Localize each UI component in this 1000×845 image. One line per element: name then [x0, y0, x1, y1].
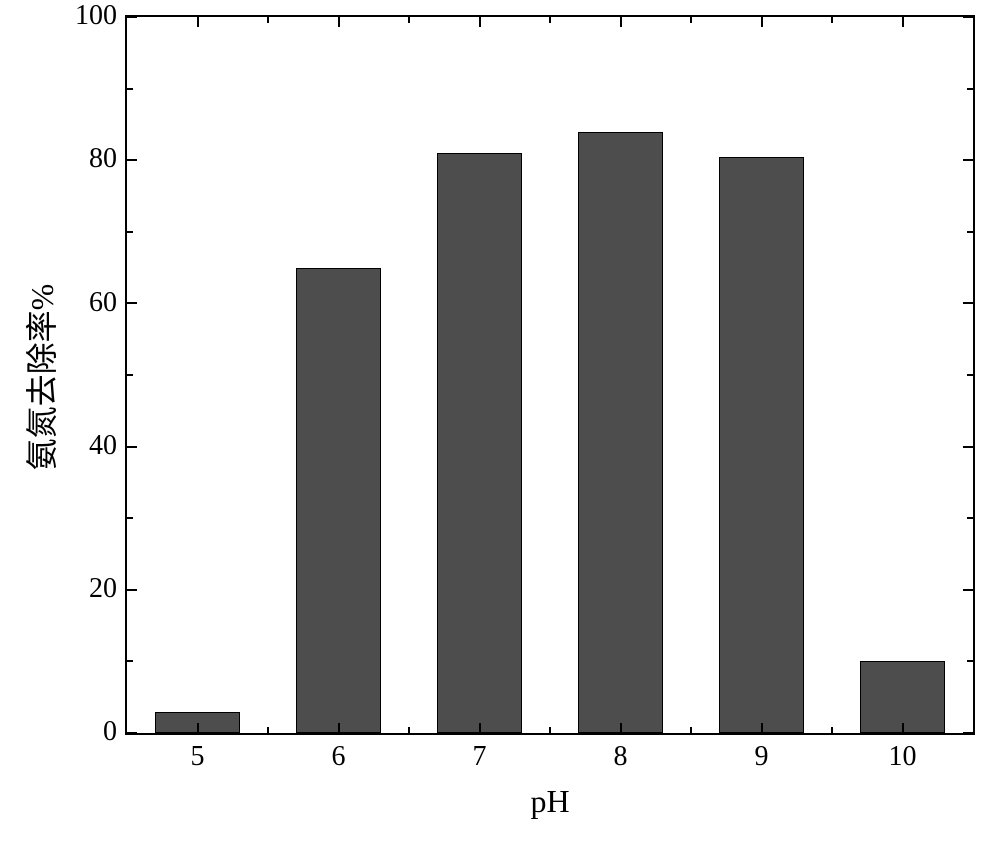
x-tick: [479, 17, 481, 27]
y-tick: [963, 446, 973, 448]
x-tick-label: 5: [168, 741, 228, 773]
y-minor-tick: [127, 517, 133, 519]
x-tick: [338, 723, 340, 733]
y-minor-tick: [967, 660, 973, 662]
y-tick-label: 20: [57, 573, 117, 605]
y-tick: [127, 732, 137, 734]
x-tick-label: 8: [591, 741, 651, 773]
y-tick-label: 100: [57, 0, 117, 32]
x-tick-label: 9: [732, 741, 792, 773]
y-tick-label: 80: [57, 143, 117, 175]
x-minor-tick: [408, 727, 410, 733]
x-tick: [338, 17, 340, 27]
x-minor-tick: [267, 17, 269, 23]
x-minor-tick: [831, 17, 833, 23]
bar: [719, 157, 804, 733]
x-tick-label: 7: [450, 741, 510, 773]
x-minor-tick: [267, 727, 269, 733]
x-tick: [479, 723, 481, 733]
y-minor-tick: [967, 231, 973, 233]
x-tick-label: 10: [873, 741, 933, 773]
y-tick: [963, 159, 973, 161]
y-minor-tick: [967, 88, 973, 90]
y-minor-tick: [967, 374, 973, 376]
y-tick: [963, 732, 973, 734]
y-tick: [963, 16, 973, 18]
y-minor-tick: [127, 660, 133, 662]
y-tick: [963, 589, 973, 591]
y-minor-tick: [127, 374, 133, 376]
y-tick-label: 60: [57, 287, 117, 319]
plot-area: [125, 15, 975, 735]
x-minor-tick: [549, 17, 551, 23]
x-tick: [761, 723, 763, 733]
x-tick: [902, 723, 904, 733]
bar: [437, 153, 522, 733]
x-tick: [620, 17, 622, 27]
y-tick: [127, 159, 137, 161]
x-minor-tick: [408, 17, 410, 23]
y-tick: [127, 589, 137, 591]
y-minor-tick: [967, 517, 973, 519]
x-tick: [761, 17, 763, 27]
x-minor-tick: [690, 727, 692, 733]
bar: [296, 268, 381, 733]
x-tick: [620, 723, 622, 733]
y-axis-label: 氨氮去除率%: [17, 17, 63, 737]
y-tick: [127, 302, 137, 304]
x-minor-tick: [690, 17, 692, 23]
y-tick: [127, 446, 137, 448]
x-tick: [197, 17, 199, 27]
x-axis-label: pH: [125, 783, 975, 820]
x-minor-tick: [549, 727, 551, 733]
y-tick: [127, 16, 137, 18]
x-tick: [902, 17, 904, 27]
x-minor-tick: [831, 727, 833, 733]
x-tick-label: 6: [309, 741, 369, 773]
chart-container: 氨氮去除率% pH 0 20 40 60 80 100 5 6 7 8 9 10: [0, 0, 1000, 845]
y-minor-tick: [127, 88, 133, 90]
x-tick: [197, 723, 199, 733]
y-tick: [963, 302, 973, 304]
y-tick-label: 40: [57, 430, 117, 462]
bar: [578, 132, 663, 733]
y-tick-label: 0: [57, 716, 117, 748]
y-minor-tick: [127, 231, 133, 233]
